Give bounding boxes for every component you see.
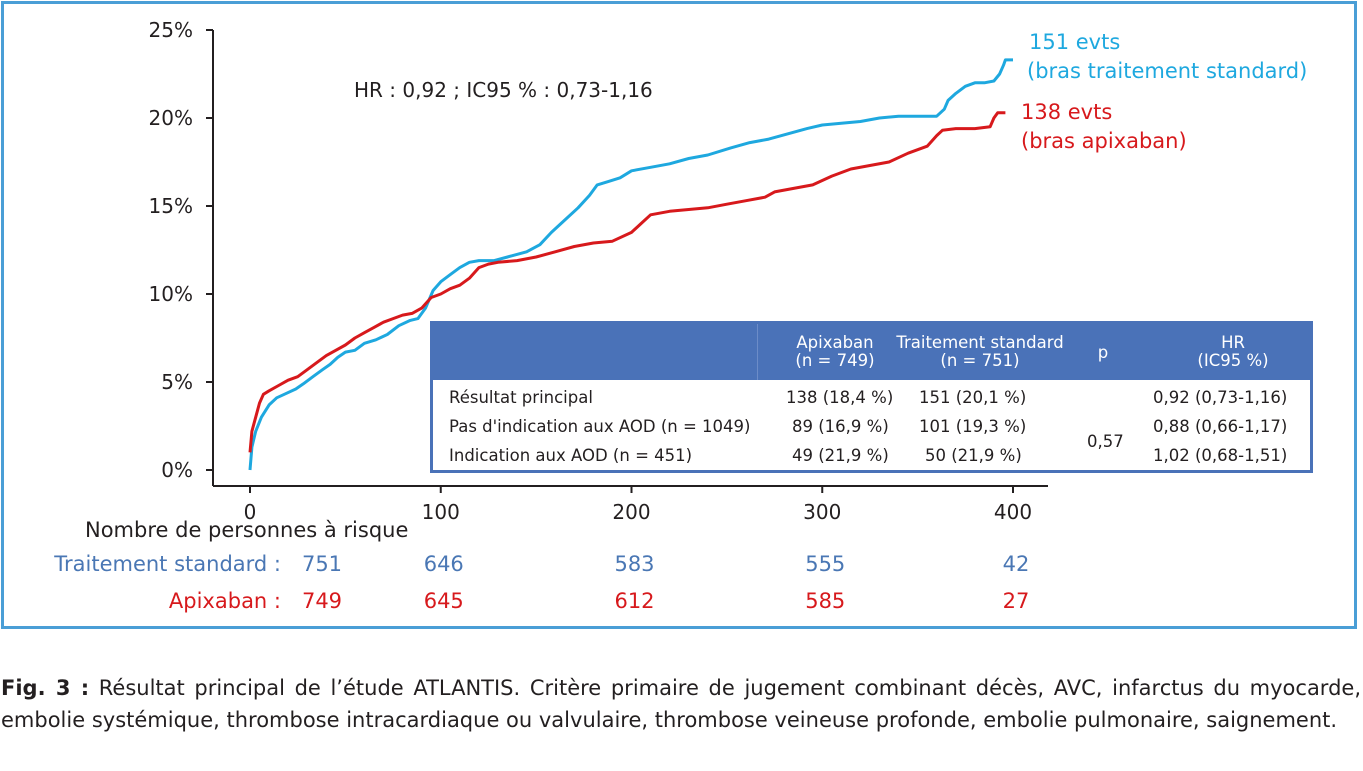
caption-text: Résultat principal de l’étude ATLANTIS. …: [1, 676, 1361, 732]
x-ticks: 0 100 200 300 400: [244, 486, 1032, 524]
risk-value: 27: [1003, 589, 1030, 613]
p-value: 0,57: [1087, 432, 1124, 451]
header-apixaban-line2: (n = 749): [795, 351, 875, 370]
risk-value: 749: [302, 589, 342, 613]
x-tick-label: 200: [612, 500, 650, 524]
apixaban-curve: [248, 111, 1006, 453]
figure-frame: [1, 1, 1357, 629]
header-divider: [757, 324, 758, 380]
y-tick-label: 10%: [149, 282, 193, 306]
risk-value: 612: [614, 589, 654, 613]
row-apixaban: 89 (16,9 %): [792, 417, 889, 436]
risk-value: 751: [302, 552, 342, 576]
header-hr-line2: (IC95 %): [1197, 351, 1269, 370]
red-arm-label: (bras apixaban): [1021, 129, 1187, 153]
row-standard: 151 (20,1 %): [919, 388, 1027, 407]
y-ticks: 0% 5% 10% 15% 20% 25%: [149, 18, 213, 482]
row-hr: 0,88 (0,66-1,17): [1153, 417, 1288, 436]
header-standard-line2: (n = 751): [940, 351, 1020, 370]
x-tick-label: 400: [994, 500, 1032, 524]
standard-curve: [248, 58, 1013, 471]
row-standard: 50 (21,9 %): [925, 446, 1022, 465]
x-tick-label: 300: [803, 500, 841, 524]
risk-value: 645: [424, 589, 464, 613]
x-tick-label: 100: [422, 500, 460, 524]
blue-arm-label: (bras traitement standard): [1027, 59, 1307, 83]
results-table-header: Apixaban (n = 749) Traitement standard (…: [433, 324, 1310, 380]
header-hr-line1: HR: [1221, 333, 1245, 352]
risk-value: 42: [1003, 552, 1030, 576]
header-apixaban-line1: Apixaban: [796, 333, 874, 352]
results-table: Apixaban (n = 749) Traitement standard (…: [430, 321, 1313, 473]
y-tick-label: 5%: [161, 370, 193, 394]
red-evts-label: 138 evts: [1021, 100, 1112, 124]
km-chart: 0% 5% 10% 15% 20% 25% 0 100 200 300 400 HR : 0,92…: [53, 18, 1307, 613]
row-apixaban: 138 (18,4 %): [786, 388, 894, 407]
row-apixaban: 49 (21,9 %): [792, 446, 889, 465]
figure-caption: Fig. 3 : Résultat principal de l’étude A…: [1, 672, 1361, 736]
row-hr: 0,92 (0,73-1,16): [1153, 388, 1288, 407]
row-label: Indication aux AOD (n = 451): [449, 446, 693, 465]
y-tick-label: 25%: [149, 18, 193, 42]
table-row: Pas d'indication aux AOD (n = 1049) 89 (…: [433, 412, 1310, 441]
table-row: Résultat principal 138 (18,4 %) 151 (20,…: [433, 383, 1310, 412]
header-standard-line1: Traitement standard: [896, 333, 1064, 352]
x-tick-label: 0: [244, 500, 257, 524]
y-tick-label: 15%: [149, 194, 193, 218]
curves: [248, 58, 1013, 471]
risk-values: 751 646 583 555 42 749 645 612 585 27: [302, 552, 1029, 613]
risk-row-label-apixaban: Apixaban :: [169, 589, 281, 613]
header-hr: HR (IC95 %): [1168, 334, 1298, 370]
hr-annotation: HR : 0,92 ; IC95 % : 0,73-1,16: [354, 78, 653, 102]
header-apixaban: Apixaban (n = 749): [780, 334, 890, 370]
risk-value: 583: [614, 552, 654, 576]
caption-label: Fig. 3 :: [1, 676, 90, 700]
row-hr: 1,02 (0,68-1,51): [1153, 446, 1288, 465]
row-label: Pas d'indication aux AOD (n = 1049): [449, 417, 751, 436]
blue-evts-label: 151 evts: [1029, 30, 1120, 54]
risk-table-title: Nombre de personnes à risque: [85, 518, 408, 542]
row-label: Résultat principal: [449, 388, 593, 407]
risk-value: 646: [424, 552, 464, 576]
table-row: Indication aux AOD (n = 451) 49 (21,9 %)…: [433, 441, 1310, 470]
risk-value: 585: [805, 589, 845, 613]
header-p: p: [1097, 343, 1109, 362]
risk-value: 555: [805, 552, 845, 576]
y-tick-label: 20%: [149, 106, 193, 130]
y-tick-label: 0%: [161, 458, 193, 482]
header-standard: Traitement standard (n = 751): [885, 334, 1075, 370]
risk-row-label-standard: Traitement standard :: [53, 552, 281, 576]
row-standard: 101 (19,3 %): [919, 417, 1027, 436]
